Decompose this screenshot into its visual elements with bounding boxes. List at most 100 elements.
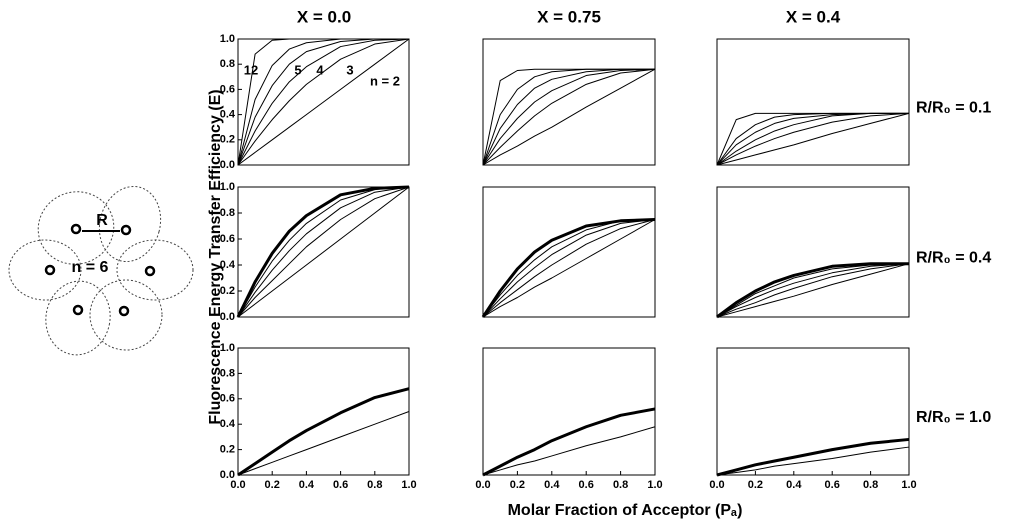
curve [236, 185, 410, 318]
curve [716, 263, 910, 318]
curve [481, 218, 656, 318]
column-title: X = 0.4 [786, 7, 841, 26]
curve-label: 3 [346, 62, 353, 77]
donor [72, 304, 84, 316]
row-label: R/R₀ = 0.1 [916, 100, 991, 117]
y-tick-label: 0.4 [220, 109, 236, 121]
y-tick-label: 0.2 [220, 444, 235, 456]
curve-label: 5 [294, 62, 301, 77]
subunit [8, 239, 82, 301]
plot-frame [716, 186, 910, 318]
y-tick-label: 0.0 [220, 469, 235, 481]
y-tick-label: 0.6 [220, 393, 235, 405]
curve [237, 186, 410, 318]
x-axis-label: Molar Fraction of Acceptor (Pₐ) [508, 502, 743, 519]
y-tick-label: 0.0 [220, 159, 235, 171]
x-tick-label: 0.2 [265, 479, 280, 491]
curve-label: 4 [316, 62, 324, 77]
curve [237, 38, 410, 166]
curve [482, 219, 656, 318]
plot-frame [716, 347, 910, 476]
curve [716, 263, 910, 318]
curve-label: n = 2 [370, 73, 400, 88]
curve [482, 68, 655, 166]
curve [237, 38, 409, 166]
x-tick-label: 1.0 [647, 479, 662, 491]
curve [237, 38, 410, 166]
curve [482, 68, 656, 166]
plot-frame [482, 38, 656, 166]
plot-frame [237, 186, 410, 318]
curve [237, 387, 410, 477]
donor [120, 224, 132, 236]
x-tick-label: 0.8 [613, 479, 628, 491]
plot-frame [482, 347, 656, 476]
curve [237, 186, 410, 318]
donor [70, 223, 82, 235]
y-axis-label: Fluorescence Energy Transfer Efficiency … [207, 89, 224, 424]
y-tick-label: 0.4 [220, 418, 236, 430]
curve [716, 437, 910, 477]
y-tick-label: 0.6 [220, 233, 235, 245]
x-tick-label: 0.0 [230, 479, 245, 491]
donor [44, 264, 56, 276]
column-title: X = 0.0 [297, 7, 351, 26]
y-tick-label: 1.0 [220, 181, 235, 193]
subunit-diagram: R n = 6 [8, 185, 194, 356]
y-tick-label: 0.4 [220, 259, 236, 271]
subunit-count: n = 6 [72, 259, 109, 276]
curve [716, 112, 910, 166]
x-tick-label: 0.0 [709, 479, 724, 491]
x-tick-label: 0.4 [544, 479, 560, 491]
curve [237, 186, 410, 318]
distance-label: R [96, 212, 108, 229]
y-tick-label: 0.0 [220, 311, 235, 323]
y-tick-label: 0.6 [220, 83, 235, 95]
subunit [89, 279, 163, 351]
curve-label: 12 [244, 62, 258, 77]
curve [716, 262, 909, 319]
curve [482, 407, 656, 477]
curve [482, 68, 656, 166]
x-tick-label: 0.2 [748, 479, 763, 491]
y-tick-label: 0.8 [220, 367, 235, 379]
y-tick-label: 0.8 [220, 58, 235, 70]
plot-frame [237, 347, 410, 476]
y-tick-label: 1.0 [220, 33, 235, 45]
y-tick-label: 1.0 [220, 342, 235, 354]
x-tick-label: 0.0 [475, 479, 490, 491]
x-tick-label: 0.2 [510, 479, 525, 491]
subunit [45, 280, 111, 356]
subunit [116, 239, 194, 301]
donor [144, 265, 156, 277]
y-tick-label: 0.2 [220, 285, 235, 297]
y-tick-label: 0.8 [220, 207, 235, 219]
subunit [98, 185, 162, 263]
curve [237, 38, 410, 166]
y-tick-label: 0.2 [220, 134, 235, 146]
x-tick-label: 0.6 [825, 479, 840, 491]
curve [716, 446, 910, 476]
curve [482, 426, 656, 476]
curve [716, 263, 910, 318]
donor [118, 305, 130, 317]
x-tick-label: 0.4 [299, 479, 315, 491]
x-tick-label: 1.0 [401, 479, 416, 491]
x-tick-label: 0.4 [786, 479, 802, 491]
x-tick-label: 0.6 [579, 479, 594, 491]
x-tick-label: 0.8 [367, 479, 382, 491]
row-label: R/R₀ = 0.4 [916, 250, 991, 267]
x-tick-label: 1.0 [901, 479, 916, 491]
plot-frame [482, 186, 656, 318]
x-tick-label: 0.6 [333, 479, 348, 491]
curve [716, 263, 910, 318]
row-label: R/R₀ = 1.0 [916, 409, 991, 426]
curve [716, 112, 909, 166]
curve [237, 186, 410, 318]
curve [237, 411, 410, 476]
subunit [37, 191, 115, 265]
curve [482, 68, 656, 166]
plot-frame [716, 38, 910, 166]
x-tick-label: 0.8 [863, 479, 878, 491]
